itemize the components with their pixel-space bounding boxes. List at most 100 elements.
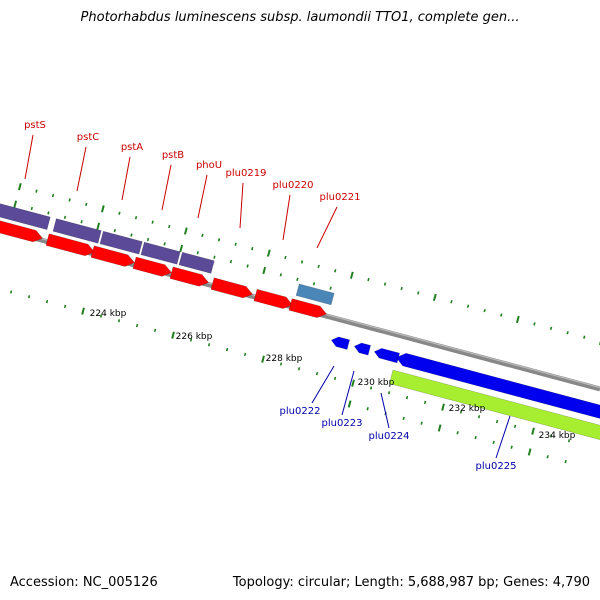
gene-block-pstB <box>140 241 181 265</box>
gene-block-pstA <box>99 230 143 255</box>
gene-label-plu0220: plu0220 <box>273 180 314 191</box>
cds-arrow-phoU <box>169 266 210 287</box>
inner-reverse-minor-tick <box>333 376 337 381</box>
gene-label-pstA: pstA <box>121 142 143 153</box>
map-title: Photorhabdus luminescens subsp. laumondi… <box>80 10 520 25</box>
outer-forward-minor-tick <box>483 308 486 313</box>
gene-label-pstS: pstS <box>24 120 46 131</box>
outer-forward-major-tick <box>100 205 105 213</box>
outer-forward-minor-tick <box>334 269 337 273</box>
gene-label-plu0223: plu0223 <box>322 418 363 429</box>
gene-block-phoU <box>178 251 215 274</box>
inner-reverse-minor-tick <box>567 439 571 443</box>
outer-forward-minor-tick <box>450 300 453 304</box>
inner-reverse-minor-tick <box>423 400 427 405</box>
outer-forward-minor-tick <box>134 216 138 220</box>
gene-label-plu0224: plu0224 <box>369 431 410 442</box>
outer-forward-minor-tick <box>217 238 221 242</box>
outer-forward-minor-tick <box>35 189 38 193</box>
inner-forward-major-tick <box>179 244 184 252</box>
outer-forward-major-tick <box>266 249 271 257</box>
inner-forward-minor-tick <box>113 228 116 233</box>
leader-line-plu0223 <box>341 370 355 416</box>
inner-reverse-minor-tick <box>63 304 67 309</box>
tick-marks <box>9 183 600 464</box>
outer-forward-minor-tick <box>500 313 503 317</box>
gene-label-plu0219: plu0219 <box>226 168 267 179</box>
inner-reverse-minor-tick <box>45 299 49 304</box>
inner-reverse-major-tick <box>351 379 355 387</box>
cds-arrow-plu0219 <box>210 277 254 299</box>
outer-forward-minor-tick <box>284 255 287 260</box>
inner-reverse-minor-tick <box>513 424 517 429</box>
cds-arrow-plu0225 <box>395 352 600 419</box>
inner-reverse-minor-tick <box>495 419 499 424</box>
inner-reverse-minor-tick <box>135 323 139 328</box>
inner-forward-minor-tick <box>312 282 316 286</box>
scale-label: 226 kbp <box>176 332 213 342</box>
scale-label: 232 kbp <box>449 404 486 414</box>
gene-block-plu0225 <box>389 369 600 441</box>
accession-label: Accession: NC_005126 <box>10 575 158 590</box>
inner-reverse-major-tick <box>261 355 265 363</box>
leader-line-pstS <box>24 134 34 180</box>
inner-reverse-minor-tick <box>405 395 409 400</box>
outer-forward-minor-tick <box>583 335 586 339</box>
outer-forward-minor-tick <box>300 260 304 264</box>
outer-reverse-major-tick <box>347 400 352 408</box>
outer-forward-minor-tick <box>383 282 387 286</box>
outer-forward-minor-tick <box>68 198 71 202</box>
cds-arrow-pstC <box>45 233 96 257</box>
outer-forward-minor-tick <box>251 247 254 251</box>
outer-forward-minor-tick <box>317 264 320 269</box>
inner-forward-minor-tick <box>279 273 282 277</box>
gene-label-pstB: pstB <box>162 150 184 161</box>
outer-reverse-minor-tick <box>546 455 549 459</box>
inner-forward-minor-tick <box>229 259 233 264</box>
outer-forward-minor-tick <box>168 224 171 229</box>
outer-reverse-minor-tick <box>402 416 405 421</box>
outer-forward-minor-tick <box>533 322 536 326</box>
outer-forward-minor-tick <box>85 202 88 207</box>
cds-arrow-pstB <box>132 256 173 277</box>
leader-line-plu0225 <box>495 415 511 459</box>
cds-arrow-pstA <box>90 245 136 267</box>
scale-label: 228 kbp <box>266 354 303 364</box>
leader-line-plu0221 <box>316 206 338 249</box>
leader-line-plu0222 <box>311 365 335 404</box>
outer-forward-major-tick <box>17 183 22 191</box>
leader-line-phoU <box>197 174 208 219</box>
gene-label-pstC: pstC <box>77 132 99 143</box>
outer-forward-major-tick <box>432 293 437 301</box>
leader-line-plu0219 <box>239 182 244 229</box>
inner-forward-major-tick <box>262 266 267 275</box>
outer-reverse-minor-tick <box>420 421 423 425</box>
gene-label-phoU: phoU <box>196 160 222 171</box>
inner-reverse-minor-tick <box>297 367 301 371</box>
inner-reverse-minor-tick <box>189 338 193 342</box>
outer-reverse-minor-tick <box>456 431 459 435</box>
gene-block-pstC <box>52 218 102 244</box>
leader-line-pstC <box>76 146 87 192</box>
inner-forward-minor-tick <box>30 206 33 211</box>
inner-forward-minor-tick <box>130 233 133 237</box>
cds-arrow-plu0223 <box>353 342 371 356</box>
inner-forward-minor-tick <box>246 264 249 268</box>
leader-line-pstA <box>121 156 131 201</box>
outer-reverse-minor-tick <box>564 459 567 464</box>
scale-label: 234 kbp <box>539 431 576 441</box>
inner-forward-minor-tick <box>296 277 299 281</box>
gene-block-plu0221 <box>295 283 335 306</box>
inner-forward-minor-tick <box>163 242 166 246</box>
outer-forward-major-tick <box>515 315 520 324</box>
outer-reverse-major-tick <box>527 448 532 456</box>
cds-arrow-plu0224 <box>373 348 400 364</box>
inner-reverse-minor-tick <box>207 343 211 347</box>
inner-reverse-minor-tick <box>387 391 391 395</box>
scale-label: 230 kbp <box>358 378 395 388</box>
inner-forward-major-tick <box>96 222 101 230</box>
outer-forward-minor-tick <box>566 331 569 335</box>
outer-forward-minor-tick <box>417 291 420 295</box>
inner-reverse-minor-tick <box>99 314 103 318</box>
